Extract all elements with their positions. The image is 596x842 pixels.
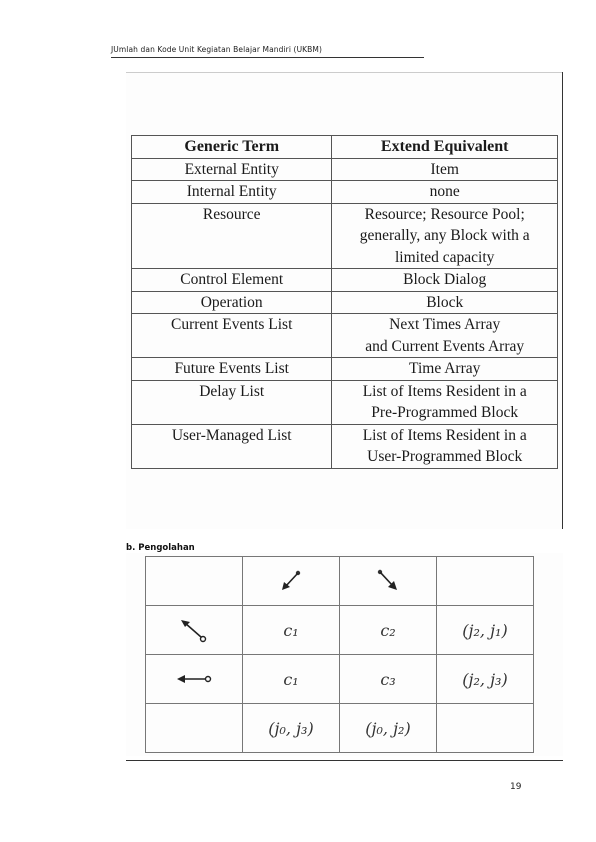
arrow-down-right-icon [377, 569, 397, 590]
figure-bottom-divider [126, 760, 563, 761]
table-row: Control Element Block Dialog [130, 268, 558, 292]
grid-row-header [145, 703, 243, 753]
grid-cell [436, 703, 534, 753]
arrow-left-circle-icon [177, 675, 212, 683]
table-row: Resource Resource; Resource Pool; genera… [130, 202, 558, 269]
generic-term-cell: Current Events List [130, 313, 333, 358]
table-header-row: Generic Term Extend Equivalent [130, 135, 558, 159]
generic-term-cell: Control Element [130, 268, 333, 292]
table-row: User-Managed List List of Items Resident… [130, 423, 558, 469]
grid-cell: c₃ [339, 654, 437, 704]
table-row: Future Events List Time Array [130, 357, 558, 381]
cell-line: List of Items Resident in a [362, 382, 527, 400]
grid-row: c₁ c₃ (j₂, j₃) [145, 654, 534, 704]
grid-cell: (j₀, j₂) [339, 703, 437, 753]
cell-line: User-Programmed Block [367, 448, 523, 465]
transition-grid: c₁ c₂ (j₂, j₁) c₁ c₃ (j₂, j₃) (j₀, j₃) (… [145, 556, 534, 753]
figure-right-border [562, 72, 563, 529]
table-row: Internal Entity none [130, 180, 558, 204]
generic-term-cell: Resource [130, 202, 333, 269]
header-divider [111, 57, 424, 58]
grid-row-header [145, 605, 243, 655]
grid-cell: c₁ [242, 654, 340, 704]
column-header-generic: Generic Term [130, 135, 333, 159]
cell-line: Next Times Array [389, 316, 501, 333]
section-heading-pengolahan: b. Pengolahan [126, 543, 195, 553]
grid-row: c₁ c₂ (j₂, j₁) [145, 605, 534, 655]
extend-equivalent-cell: List of Items Resident in a User-Program… [331, 423, 558, 469]
generic-term-cell: Delay List [130, 379, 333, 425]
cell-line: limited capacity [394, 248, 495, 266]
grid-row-header [145, 654, 243, 704]
extend-equivalent-cell: List of Items Resident in a Pre-Programm… [331, 379, 558, 425]
table-row: Current Events List Next Times Array and… [130, 313, 558, 358]
grid-cell: (j₂, j₁) [436, 605, 534, 655]
cell-line: Pre-Programmed Block [371, 404, 519, 421]
generic-term-cell: External Entity [130, 157, 333, 181]
grid-cell: (j₂, j₃) [436, 654, 534, 704]
grid-header-cell [242, 556, 340, 606]
cell-line: and Current Events Array [365, 337, 525, 355]
grid-corner-cell [145, 556, 243, 606]
table-row: Operation Block [130, 290, 558, 314]
extend-equivalent-cell: Block [331, 290, 558, 314]
cell-line: generally, any Block with a [359, 227, 530, 244]
grid-header-cell [339, 556, 437, 606]
page-header: JUmlah dan Kode Unit Kegiatan Belajar Ma… [111, 45, 323, 54]
extend-equivalent-cell: none [331, 180, 558, 204]
generic-term-cell: User-Managed List [130, 423, 333, 469]
grid-cell: (j₀, j₃) [242, 703, 340, 753]
cell-line: Resource; Resource Pool; [364, 205, 525, 223]
grid-cell: c₁ [242, 605, 340, 655]
extend-equivalent-cell: Item [331, 157, 558, 181]
generic-term-cell: Internal Entity [130, 180, 333, 204]
grid-header-cell [436, 556, 534, 606]
term-table: Generic Term Extend Equivalent External … [130, 135, 558, 469]
arrow-up-left-circle-icon [181, 620, 207, 643]
extend-equivalent-cell: Time Array [331, 357, 558, 381]
extend-equivalent-cell: Resource; Resource Pool; generally, any … [331, 202, 558, 269]
grid-row: (j₀, j₃) (j₀, j₂) [145, 703, 534, 753]
cell-line: List of Items Resident in a [362, 426, 527, 444]
grid-header-row [145, 556, 534, 606]
generic-term-cell: Future Events List [130, 357, 333, 381]
page-number: 19 [510, 782, 522, 792]
arrow-down-left-icon [282, 570, 301, 590]
extend-equivalent-cell: Next Times Array and Current Events Arra… [331, 313, 558, 358]
grid-cell: c₂ [339, 605, 437, 655]
table-row: Delay List List of Items Resident in a P… [130, 379, 558, 425]
extend-equivalent-cell: Block Dialog [331, 268, 558, 292]
column-header-extend: Extend Equivalent [331, 135, 558, 159]
table-row: External Entity Item [130, 157, 558, 181]
generic-term-cell: Operation [130, 290, 333, 314]
